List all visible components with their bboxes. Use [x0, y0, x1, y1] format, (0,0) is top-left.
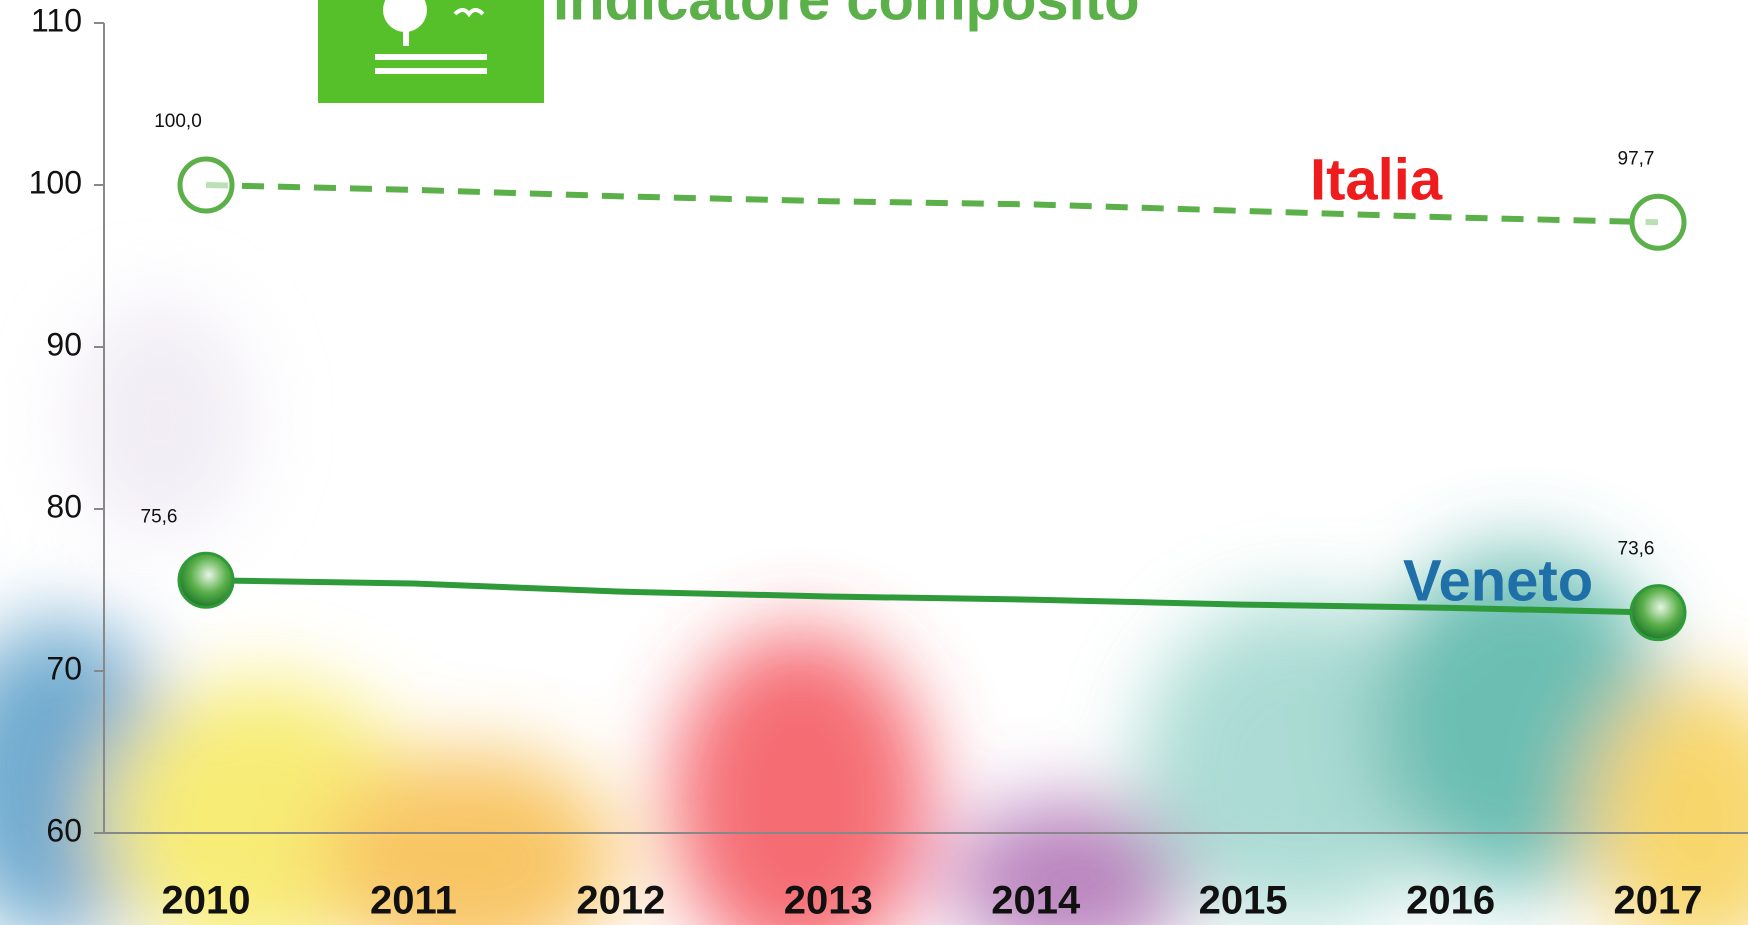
data-label: 97,7 — [1618, 148, 1655, 169]
data-label: 100,0 — [154, 111, 202, 132]
series-label: Veneto — [1403, 548, 1593, 613]
series-line — [205, 182, 1659, 226]
series-label: Italia — [1310, 147, 1443, 212]
data-label: 73,6 — [1618, 539, 1655, 560]
x-tick-label: 2016 — [1406, 879, 1495, 923]
y-tick-label: 90 — [46, 326, 82, 362]
x-tick-label: 2014 — [991, 879, 1081, 923]
point-marker — [177, 156, 235, 214]
x-tick-label: 2017 — [1614, 879, 1703, 923]
x-tick-label: 2012 — [576, 879, 665, 923]
y-tick-label: 70 — [46, 650, 82, 686]
x-tick-label: 2010 — [162, 879, 251, 923]
x-tick-label: 2013 — [784, 879, 873, 923]
chart-title: Indicatore composito — [553, 0, 1140, 32]
series-line — [205, 577, 1659, 616]
x-tick-label: 2011 — [370, 879, 457, 923]
x-tick-label: 2015 — [1199, 879, 1288, 923]
point-marker — [1629, 584, 1687, 642]
point-marker — [177, 551, 235, 609]
data-label: 75,6 — [141, 506, 178, 527]
point-marker — [1629, 193, 1687, 251]
y-tick-label: 100 — [29, 164, 82, 200]
background — [0, 300, 1748, 925]
y-tick-label: 110 — [31, 2, 82, 38]
y-tick-label: 60 — [46, 812, 82, 848]
sdg-icon — [318, 0, 544, 103]
y-tick-label: 80 — [46, 488, 82, 524]
